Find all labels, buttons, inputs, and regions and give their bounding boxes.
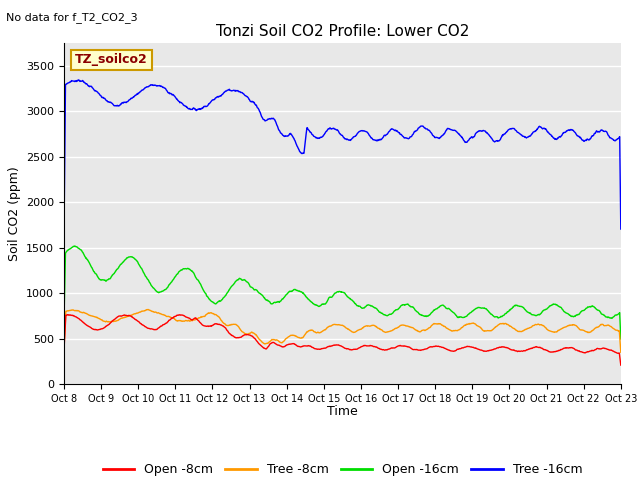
Y-axis label: Soil CO2 (ppm): Soil CO2 (ppm) bbox=[8, 166, 20, 261]
Legend: Open -8cm, Tree -8cm, Open -16cm, Tree -16cm: Open -8cm, Tree -8cm, Open -16cm, Tree -… bbox=[97, 458, 588, 480]
Title: Tonzi Soil CO2 Profile: Lower CO2: Tonzi Soil CO2 Profile: Lower CO2 bbox=[216, 24, 469, 39]
Text: No data for f_T2_CO2_3: No data for f_T2_CO2_3 bbox=[6, 12, 138, 23]
Text: TZ_soilco2: TZ_soilco2 bbox=[75, 53, 148, 66]
X-axis label: Time: Time bbox=[327, 405, 358, 418]
